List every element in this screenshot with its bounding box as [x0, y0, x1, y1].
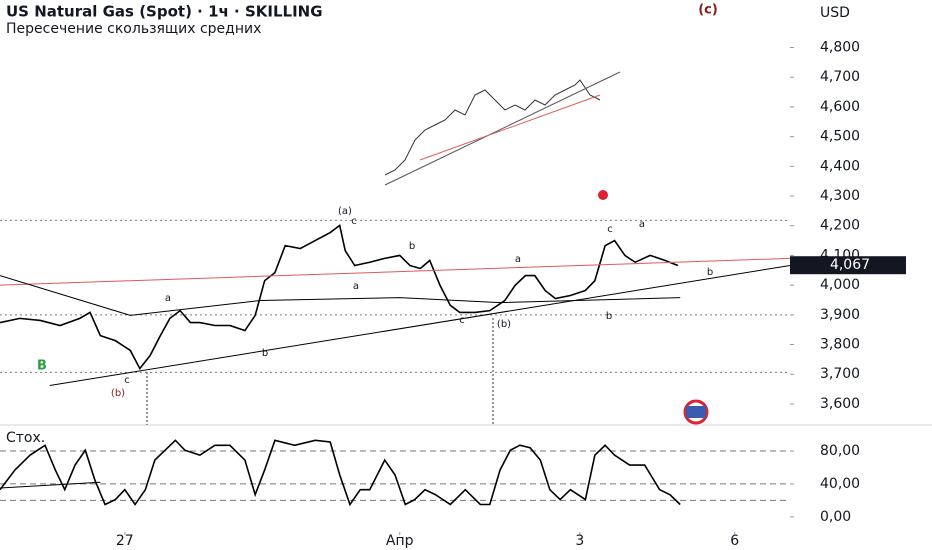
y-tick-label: 4,200	[820, 218, 860, 234]
series-line	[0, 275, 681, 316]
wave-label: (c)	[698, 3, 718, 18]
inset-icon	[598, 190, 608, 200]
inset-trend	[384, 71, 621, 186]
panel-title: Стох.	[6, 430, 45, 446]
x-tick-label: 27	[116, 533, 134, 549]
y-tick-label: 4,800	[820, 40, 860, 56]
y-tick-label: 4,400	[820, 158, 860, 174]
wave-label: c	[459, 315, 465, 326]
inset-ma	[419, 94, 601, 161]
series-line	[0, 257, 791, 286]
wave-label: b	[409, 241, 415, 252]
y-tick-label: 3,700	[820, 366, 860, 382]
inset-line	[384, 79, 601, 176]
wave-label: a	[515, 254, 521, 265]
y-tick-label: 3,800	[820, 337, 860, 353]
wave-label: c	[607, 224, 613, 235]
y-tick-label: 0,00	[820, 509, 851, 525]
wave-label: B	[37, 359, 47, 374]
y-tick-label: 40,00	[820, 476, 860, 492]
wave-label: c	[351, 216, 357, 227]
inset	[380, 60, 635, 205]
series-line	[0, 481, 101, 489]
series-line	[0, 224, 679, 371]
y-tick-label: 4,500	[820, 129, 860, 145]
x-tick-label: Апр	[386, 533, 414, 549]
wave-label: b	[262, 348, 268, 359]
x-tick-label: 3	[575, 533, 584, 549]
price-tag	[790, 256, 906, 275]
chart-title: US Natural Gas (Spot) · 1ч · SKILLING	[6, 3, 323, 21]
y-tick-label: 3,900	[820, 307, 860, 323]
y-tick-label: 4,700	[820, 69, 860, 85]
inset-frame	[380, 60, 635, 205]
wave-label: (b)	[497, 319, 511, 330]
wave-label: b	[707, 267, 713, 278]
wave-label: (a)	[338, 206, 352, 217]
flag-icon	[683, 399, 709, 425]
price-tag-label: 4,067	[830, 257, 870, 273]
y-tick-label: 4,600	[820, 99, 860, 115]
y-tick-label: 4,300	[820, 188, 860, 204]
chart-subtitle: Пересечение скользящих средних	[6, 21, 261, 37]
wave-label: a	[165, 293, 171, 304]
y-tick-label: 4,000	[820, 277, 860, 293]
y-tick-label: 80,00	[820, 443, 860, 459]
wave-label: c	[124, 375, 130, 386]
series-line	[49, 265, 791, 386]
wave-label: b	[606, 311, 612, 322]
series-line	[0, 439, 681, 507]
wave-label: a	[353, 281, 359, 292]
x-tick-label: 6	[730, 533, 739, 549]
flag	[686, 406, 706, 418]
currency: USD	[820, 5, 850, 21]
y-tick-label: 3,600	[820, 396, 860, 412]
wave-label: (b)	[111, 388, 125, 399]
wave-label: a	[639, 219, 645, 230]
